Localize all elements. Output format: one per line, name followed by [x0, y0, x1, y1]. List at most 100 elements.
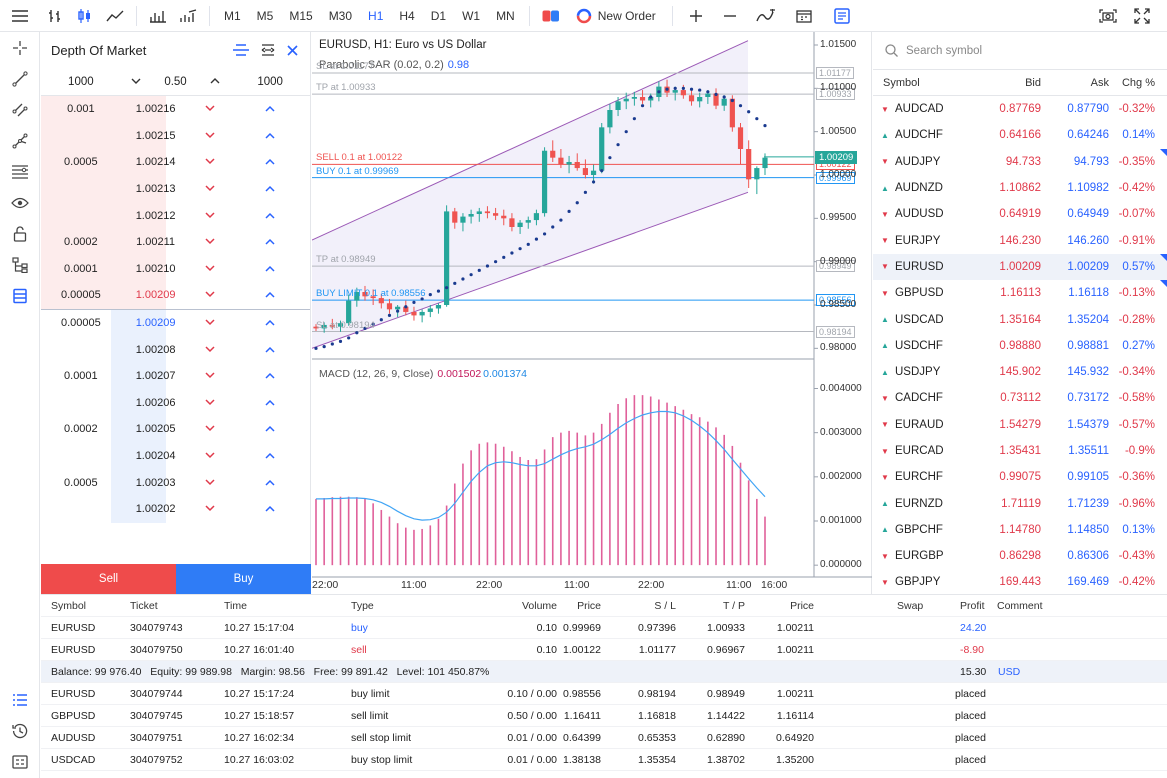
col-ask[interactable]: Ask	[1090, 76, 1109, 89]
watchlist-row[interactable]: ▼ GBPJPY 169.443 169.469 -0.42%	[873, 569, 1167, 595]
candle-body[interactable]	[550, 150, 556, 158]
candle-body[interactable]	[713, 93, 719, 106]
candle-body[interactable]	[754, 168, 760, 180]
timeframe-m30[interactable]: M30	[328, 8, 353, 23]
close-icon[interactable]	[287, 44, 298, 56]
dom-sell-chevron-icon[interactable]	[190, 263, 230, 275]
candle-body[interactable]	[337, 323, 344, 327]
dom-buy-chevron-icon[interactable]	[230, 423, 310, 435]
candle-body[interactable]	[729, 98, 735, 128]
dom-right-volume[interactable]: 1000	[257, 75, 283, 88]
dom-center-icon[interactable]	[233, 44, 249, 56]
candle-body[interactable]	[354, 292, 360, 301]
candle-body[interactable]	[746, 149, 752, 180]
candle-body[interactable]	[501, 215, 507, 219]
col-change[interactable]: Chg %	[1121, 76, 1155, 89]
candle-body[interactable]	[607, 110, 613, 128]
lock-icon[interactable]	[0, 218, 40, 249]
indicator-add-icon[interactable]	[747, 0, 785, 32]
dom-buy-chevron-icon[interactable]	[230, 289, 310, 301]
candle-body[interactable]	[313, 326, 319, 329]
dom-buy-chevron-icon[interactable]	[230, 210, 310, 222]
watchlist-row[interactable]: ▲ GBPCHF 1.14780 1.14850 0.13%	[873, 517, 1167, 543]
th-current-price[interactable]: Price	[790, 599, 814, 612]
channel-icon[interactable]	[0, 94, 40, 125]
chevron-down-icon[interactable]	[131, 76, 141, 88]
dom-buy-chevron-icon[interactable]	[230, 263, 310, 275]
dom-sell-chevron-icon[interactable]	[190, 397, 230, 409]
watchlist-row[interactable]: ▲ USDJPY 145.902 145.932 -0.34%	[873, 359, 1167, 385]
candle-body[interactable]	[558, 157, 564, 165]
journal-icon[interactable]	[0, 746, 40, 777]
regression-channel-upper[interactable]	[312, 40, 749, 241]
candle-body[interactable]	[623, 98, 629, 102]
watchlist-row[interactable]: ▲ AUDCHF 0.64166 0.64246 0.14%	[873, 122, 1167, 148]
th-symbol[interactable]: Symbol	[51, 599, 87, 612]
watchlist-row[interactable]: ▲ EURNZD 1.71119 1.71239 -0.96%	[873, 490, 1167, 516]
th-ticket[interactable]: Ticket	[130, 599, 158, 612]
candle-body[interactable]	[378, 298, 384, 304]
pitchfork-icon[interactable]	[0, 125, 40, 156]
buy-button[interactable]: Buy	[176, 564, 311, 594]
candle-body[interactable]	[566, 162, 572, 165]
dom-buy-chevron-icon[interactable]	[230, 370, 310, 382]
chart-properties-icon[interactable]	[823, 0, 861, 32]
th-type[interactable]: Type	[351, 599, 374, 612]
candle-body[interactable]	[672, 90, 678, 93]
th-swap[interactable]: Swap	[897, 599, 924, 612]
watchlist-row[interactable]: ▲ USDCHF 0.98880 0.98881 0.27%	[873, 333, 1167, 359]
depth-of-market-icon[interactable]	[0, 280, 40, 311]
candle-body[interactable]	[574, 162, 580, 169]
candle-body[interactable]	[639, 97, 646, 101]
candle-body[interactable]	[460, 216, 466, 223]
watchlist-row[interactable]: ▼ AUDJPY 94.733 94.793 -0.35%	[873, 148, 1167, 175]
th-comment[interactable]: Comment	[997, 599, 1043, 612]
symbol-search[interactable]: Search symbol	[873, 32, 1167, 70]
candle-body[interactable]	[648, 97, 654, 101]
dom-buy-chevron-icon[interactable]	[230, 450, 310, 462]
dom-buy-chevron-icon[interactable]	[230, 317, 310, 329]
watchlist-row[interactable]: ▼ EURCHF 0.99075 0.99105 -0.36%	[873, 464, 1167, 490]
dom-buy-chevron-icon[interactable]	[230, 344, 310, 356]
candle-body[interactable]	[395, 306, 401, 310]
dom-sell-chevron-icon[interactable]	[190, 450, 230, 462]
dom-step-stepper[interactable]: 0.50	[121, 76, 231, 88]
candle-body[interactable]	[452, 211, 458, 223]
th-time[interactable]: Time	[224, 599, 247, 612]
candle-body[interactable]	[493, 213, 499, 216]
screenshot-icon[interactable]	[1091, 0, 1125, 32]
chart-panel[interactable]: EURUSD, H1: Euro vs US Dollar Parabolic …	[312, 32, 872, 594]
order-row[interactable]: GBPUSD 304079745 10.27 15:18:57 sell limit 0…	[41, 705, 1167, 727]
one-click-trading-icon[interactable]	[536, 0, 566, 32]
candle-body[interactable]	[509, 218, 515, 227]
object-tree-icon[interactable]	[0, 249, 40, 280]
indicators-icon[interactable]	[173, 0, 203, 32]
candle-body[interactable]	[615, 101, 621, 110]
dom-buy-chevron-icon[interactable]	[230, 477, 310, 489]
candle-body[interactable]	[386, 303, 393, 310]
dom-sell-chevron-icon[interactable]	[190, 477, 230, 489]
timeframe-m5[interactable]: M5	[256, 8, 274, 23]
timeframe-h1[interactable]: H1	[368, 8, 384, 23]
th-sl[interactable]: S / L	[654, 599, 676, 612]
chevron-up-icon[interactable]	[210, 76, 220, 88]
timeframe-w1[interactable]: W1	[462, 8, 481, 23]
volumes-icon[interactable]	[143, 0, 173, 32]
dom-buy-chevron-icon[interactable]	[230, 130, 310, 142]
candle-body[interactable]	[737, 127, 744, 149]
dom-sell-chevron-icon[interactable]	[190, 130, 230, 142]
line-chart-type-icon[interactable]	[100, 0, 130, 32]
calendar-icon[interactable]	[785, 0, 823, 32]
dom-buy-chevron-icon[interactable]	[230, 183, 310, 195]
menu-icon[interactable]	[0, 0, 40, 32]
eye-icon[interactable]	[0, 187, 40, 218]
dom-sell-chevron-icon[interactable]	[190, 236, 230, 248]
new-order-button[interactable]: New Order	[566, 0, 666, 32]
crosshair-icon[interactable]	[0, 32, 40, 63]
watchlist-row[interactable]: ▼ AUDCAD 0.87769 0.87790 -0.32%	[873, 96, 1167, 122]
watchlist-row[interactable]: ▲ AUDNZD 1.10862 1.10982 -0.42%	[873, 175, 1167, 201]
candle-body[interactable]	[403, 306, 409, 312]
candle-body[interactable]	[329, 324, 335, 327]
candle-body[interactable]	[721, 98, 727, 106]
dom-sell-chevron-icon[interactable]	[190, 156, 230, 168]
